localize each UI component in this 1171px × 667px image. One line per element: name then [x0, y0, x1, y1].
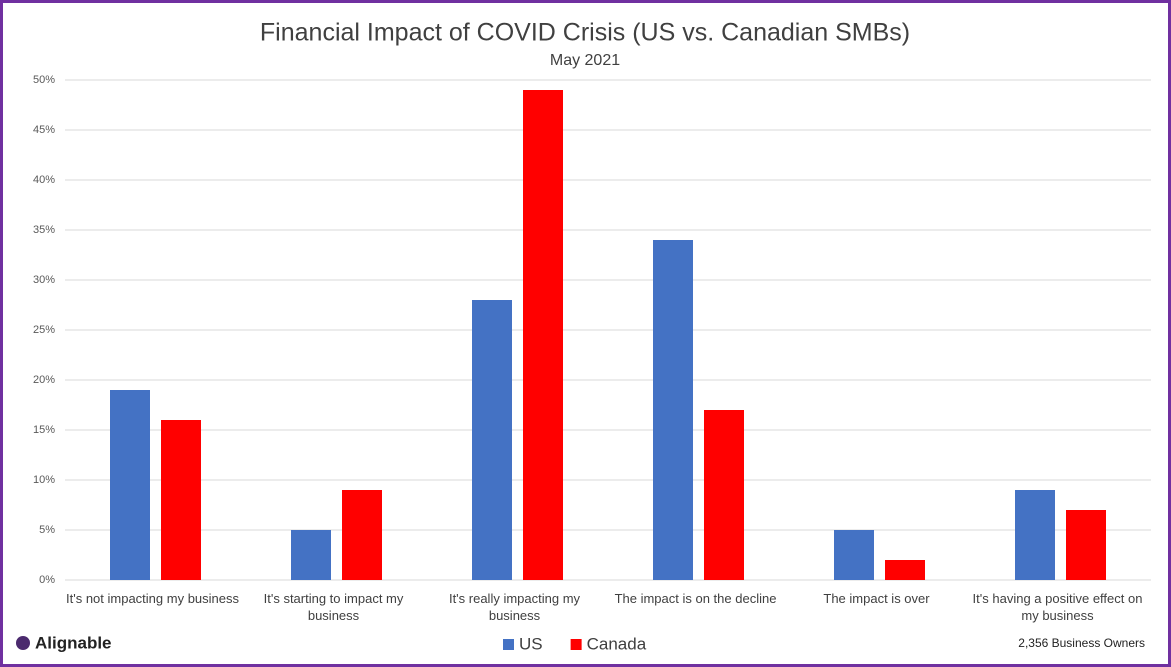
y-tick-label: 25% [33, 324, 55, 336]
y-tick-label: 45% [33, 124, 55, 136]
y-tick-label: 15% [33, 424, 55, 436]
legend-label: US [519, 634, 543, 653]
bar [834, 530, 874, 580]
legend-swatch [570, 639, 582, 650]
bar [523, 90, 563, 580]
brand-icon [16, 636, 30, 650]
bar [110, 390, 150, 580]
y-tick-label: 40% [33, 174, 55, 186]
chart-subtitle: May 2021 [550, 52, 620, 69]
bar [161, 420, 201, 580]
y-tick-label: 30% [33, 274, 55, 286]
brand: Alignable [35, 633, 112, 652]
bar [885, 560, 925, 580]
bar [291, 530, 331, 580]
x-tick-label: It's really impacting my business [448, 591, 581, 623]
y-tick-label: 5% [39, 524, 55, 536]
chart-svg: Financial Impact of COVID Crisis (US vs.… [16, 19, 1151, 653]
bar [653, 240, 693, 580]
x-tick-label: The impact is on the decline [614, 591, 777, 606]
x-tick-label: It's having a positive effect on my busi… [972, 591, 1143, 623]
x-tick-label: It's not impacting my business [66, 591, 239, 606]
bar [1015, 490, 1055, 580]
legend-label: Canada [587, 634, 647, 653]
bar [704, 410, 744, 580]
bar [1066, 510, 1106, 580]
y-tick-label: 10% [33, 474, 55, 486]
chart-title: Financial Impact of COVID Crisis (US vs.… [260, 19, 910, 47]
y-tick-label: 20% [33, 374, 55, 386]
y-tick-label: 0% [39, 574, 55, 586]
bar [342, 490, 382, 580]
y-tick-label: 50% [33, 74, 55, 86]
y-tick-label: 35% [33, 224, 55, 236]
x-tick-label: It's starting to impact my business [263, 591, 404, 623]
x-tick-label: The impact is over [823, 591, 930, 606]
annotation: 2,356 Business Owners [1018, 636, 1145, 650]
bar [472, 300, 512, 580]
legend-swatch [503, 639, 514, 650]
